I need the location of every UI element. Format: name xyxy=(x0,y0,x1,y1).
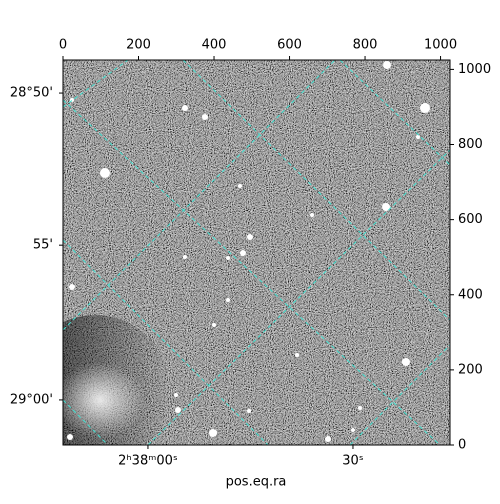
y-tick-label: 800 xyxy=(458,137,483,152)
x-tick-label: 200 xyxy=(126,38,151,53)
plot-frame xyxy=(62,59,451,446)
wcs-y-tick-label: 29°00' xyxy=(10,392,53,407)
x-tick-label: 0 xyxy=(59,38,67,53)
wcs-grid xyxy=(63,60,450,445)
wcs-x-tick-label: 2ʰ38ᵐ00ˢ xyxy=(118,454,178,469)
y-tick-label: 400 xyxy=(458,287,483,302)
x-tick-label: 400 xyxy=(202,38,227,53)
y-tick-label: 1000 xyxy=(458,62,491,77)
y-tick-label: 200 xyxy=(458,362,483,377)
sky-image xyxy=(63,60,450,445)
y-tick-label: 0 xyxy=(458,438,466,453)
wcs-x-tick-label: 30ˢ xyxy=(342,454,364,469)
wcs-y-tick-label: 55' xyxy=(33,238,53,253)
x-tick-label: 1000 xyxy=(424,38,457,53)
x-tick-label: 600 xyxy=(277,38,302,53)
x-tick-label: 800 xyxy=(353,38,378,53)
x-axis-label: pos.eq.ra xyxy=(226,475,287,490)
wcs-y-tick-label: 28°50' xyxy=(10,86,53,101)
y-tick-label: 600 xyxy=(458,212,483,227)
